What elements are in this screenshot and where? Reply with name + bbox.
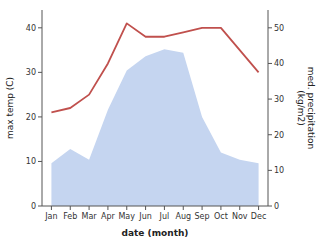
y-axis-line (42, 10, 43, 206)
x-tick-label: Jan (44, 212, 57, 221)
x-tick-label: Feb (63, 212, 77, 221)
y2-tick (268, 206, 272, 207)
x-tick-label: May (118, 212, 135, 221)
x-tick-label: Aug (175, 212, 191, 221)
x-tick (202, 206, 203, 210)
y2-tick-label: 10 (274, 166, 284, 175)
y-tick (38, 206, 42, 207)
y-axis-label: max temp (C) (5, 77, 15, 139)
x-tick (220, 206, 221, 210)
x-tick (183, 206, 184, 210)
x-tick (164, 206, 165, 210)
y-tick-label: 10 (26, 157, 36, 166)
chart-svg: 0 10 20 30 40 0 10 20 30 40 50 Jan Feb MarAprMayJun Ju… (0, 0, 318, 242)
x-tick-label: Apr (101, 212, 116, 221)
y-tick-label: 30 (26, 68, 36, 77)
x-tick (258, 206, 259, 210)
y2-axis-label: med. precipitation(kg/m2) (296, 67, 316, 149)
x-tick (107, 206, 108, 210)
y-tick (38, 27, 42, 28)
y2-tick (268, 27, 272, 28)
x-tick (126, 206, 127, 210)
y2-axis-label-line: (kg/m2) (296, 90, 306, 125)
y2-tick-label: 40 (274, 59, 284, 68)
x-tick-label: Oct (214, 212, 228, 221)
y2-axis-line (268, 10, 269, 206)
y2-tick-label: 50 (274, 24, 284, 33)
y2-tick (268, 134, 272, 135)
x-tick-label: Mar (82, 212, 98, 221)
x-tick-label: Jun (138, 212, 152, 221)
precipitation-area (51, 49, 258, 206)
y-tick (38, 72, 42, 73)
y2-tick (268, 170, 272, 171)
x-tick-label: Dec (251, 212, 266, 221)
y2-tick-label: 30 (274, 95, 284, 104)
x-axis-label: date (month) (122, 228, 189, 238)
chart-container: 0 10 20 30 40 0 10 20 30 40 50 Jan Feb MarAprMayJun Ju… (0, 0, 318, 242)
temperature-line (51, 23, 258, 112)
x-tick (70, 206, 71, 210)
y2-axis-label-line: med. precipitation (306, 67, 316, 149)
y2-tick-label: 20 (274, 131, 284, 140)
y2-tick (268, 99, 272, 100)
x-tick-label: Sep (195, 212, 210, 221)
y-tick-label: 0 (31, 202, 36, 211)
x-tick (51, 206, 52, 210)
x-tick-label: Nov (232, 212, 248, 221)
y2-tick-label: 0 (274, 202, 279, 211)
y-tick (38, 116, 42, 117)
y-tick-label: 20 (26, 113, 36, 122)
x-tick (145, 206, 146, 210)
y2-tick (268, 63, 272, 64)
x-axis-line (42, 206, 268, 207)
x-tick-label: Jul (159, 212, 170, 221)
y-tick-label: 40 (26, 24, 36, 33)
x-tick (89, 206, 90, 210)
plot-area (51, 23, 258, 206)
x-tick (239, 206, 240, 210)
y-tick (38, 161, 42, 162)
